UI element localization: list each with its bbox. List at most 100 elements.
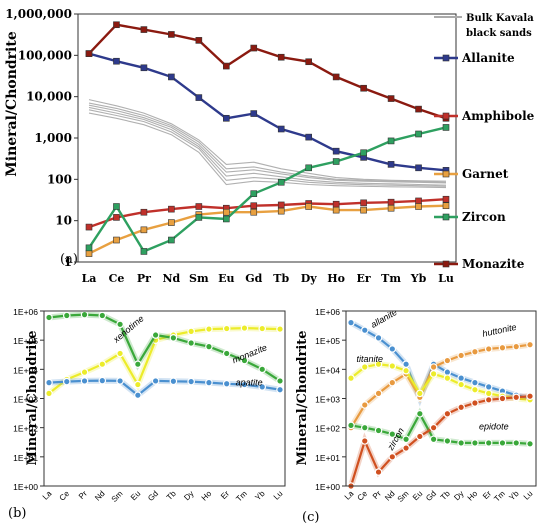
garnet-point <box>332 206 340 214</box>
garnet-point <box>223 208 230 216</box>
b-xtick-label: Tb <box>165 489 178 502</box>
xenotime-point <box>205 325 213 333</box>
zircon-point <box>360 437 369 445</box>
c-xtick-label: Eu <box>411 489 424 502</box>
apatite-point <box>151 377 160 385</box>
zircon-point <box>457 403 465 412</box>
c-ytick-label: 1E+06 <box>315 307 340 317</box>
zircon-point <box>113 203 120 210</box>
monazite-point <box>276 377 284 385</box>
garnet-point <box>277 207 285 215</box>
allanite-point <box>113 57 120 65</box>
allanite-point <box>388 345 397 353</box>
amphibole-point <box>442 195 450 203</box>
xenotime-point <box>80 368 89 376</box>
epidote-point <box>526 439 534 448</box>
apatite-point <box>62 377 71 386</box>
epidote-point <box>429 435 438 444</box>
apatite-point <box>169 377 178 386</box>
apatite-point <box>45 378 53 387</box>
c-ytick-label: 1E+05 <box>315 336 340 346</box>
xenotime-point <box>116 349 124 358</box>
titanite-point <box>416 389 424 398</box>
b-xtick-label: Ce <box>58 489 72 503</box>
a-xtick-label: Gd <box>245 272 262 285</box>
bulk-sand-line <box>88 99 447 182</box>
a-ytick-label: 100,000 <box>18 48 72 62</box>
zircon-point <box>471 399 479 407</box>
zircon-point <box>498 394 507 403</box>
c-ytick-label: 1E+02 <box>315 424 340 434</box>
garnet-point <box>442 202 450 210</box>
a-xtick-label: Sm <box>189 272 209 285</box>
legend-zircon-label: Zircon <box>462 210 506 224</box>
apatite-point <box>276 385 284 394</box>
monazite-point <box>187 339 195 347</box>
a-xtick-label: La <box>82 272 97 285</box>
b-ytick-label: 1E+02 <box>13 424 38 434</box>
zircon-point <box>332 158 340 165</box>
epidote-point <box>512 439 521 447</box>
titanite-point <box>429 370 438 378</box>
a-ytick-label: 1 <box>64 255 72 269</box>
annotation-titanite: titanite <box>357 354 384 364</box>
monazite-point <box>116 320 124 329</box>
monazite-point <box>360 84 367 92</box>
garnet-point <box>140 226 148 234</box>
apatite-point <box>187 377 195 386</box>
monazite-point <box>305 58 312 66</box>
epidote-point <box>443 437 452 445</box>
titanite-point <box>484 389 493 398</box>
amphibole-point <box>195 203 203 210</box>
garnet-line <box>88 204 447 255</box>
xenotime-point <box>258 324 267 333</box>
panel-b-ylabel: Mineral/Chondrite <box>25 330 40 465</box>
zircon-point <box>484 396 493 404</box>
zircon-point <box>526 392 534 400</box>
titanite-point <box>388 362 397 370</box>
titanite-point <box>347 374 355 382</box>
apatite-point <box>205 378 213 387</box>
bulk-sand-line <box>88 102 447 183</box>
zircon-point <box>250 190 258 197</box>
monazite-point <box>169 334 178 342</box>
b-ytick-label: 1E+06 <box>13 307 38 317</box>
monazite-point <box>277 53 285 61</box>
a-ytick-label: 10 <box>55 214 72 228</box>
b-xtick-label: Tm <box>234 489 249 504</box>
c-ytick-label: 1E+00 <box>315 482 340 492</box>
a-xtick-label: Lu <box>438 272 454 285</box>
amphibole-point <box>140 208 148 216</box>
allanite-point <box>484 383 493 391</box>
epidote-point <box>388 430 397 438</box>
a-xtick-label: Yb <box>410 272 427 285</box>
b-ytick-label: 1E+05 <box>13 336 38 346</box>
amphibole-point <box>387 198 395 206</box>
titanite-point <box>374 360 383 368</box>
monazite-line <box>88 23 447 120</box>
garnet-point <box>250 208 258 216</box>
panel-a-ylabel: Mineral/Chondrite <box>4 31 20 177</box>
a-ytick-label: 10,000 <box>26 90 72 104</box>
huttonite-point <box>498 343 507 352</box>
allanite-point <box>223 114 230 122</box>
titanite-point <box>360 363 369 371</box>
amphibole-point <box>360 199 367 207</box>
annotation-apatite: apatite <box>236 377 263 387</box>
c-ytick-label: 1E+01 <box>315 453 340 463</box>
epidote-point <box>498 439 507 447</box>
amphibole-point <box>415 197 422 205</box>
huttonite-point <box>457 351 465 360</box>
c-xtick-label: Ce <box>356 489 370 503</box>
garnet-point <box>113 236 120 244</box>
amphibole-point <box>113 214 120 221</box>
legend-allanite-label: Allanite <box>461 51 515 65</box>
c-xtick-label: Yb <box>507 489 521 503</box>
allanite-point <box>387 161 395 168</box>
c-xtick-label: Pr <box>371 489 383 501</box>
zircon-point <box>360 149 367 157</box>
annotation-huttonite: huttonite <box>482 322 518 339</box>
a-xtick-label: Eu <box>218 272 234 285</box>
c-xtick-label: Tb <box>439 489 452 502</box>
b-xtick-label: Sm <box>110 489 125 504</box>
